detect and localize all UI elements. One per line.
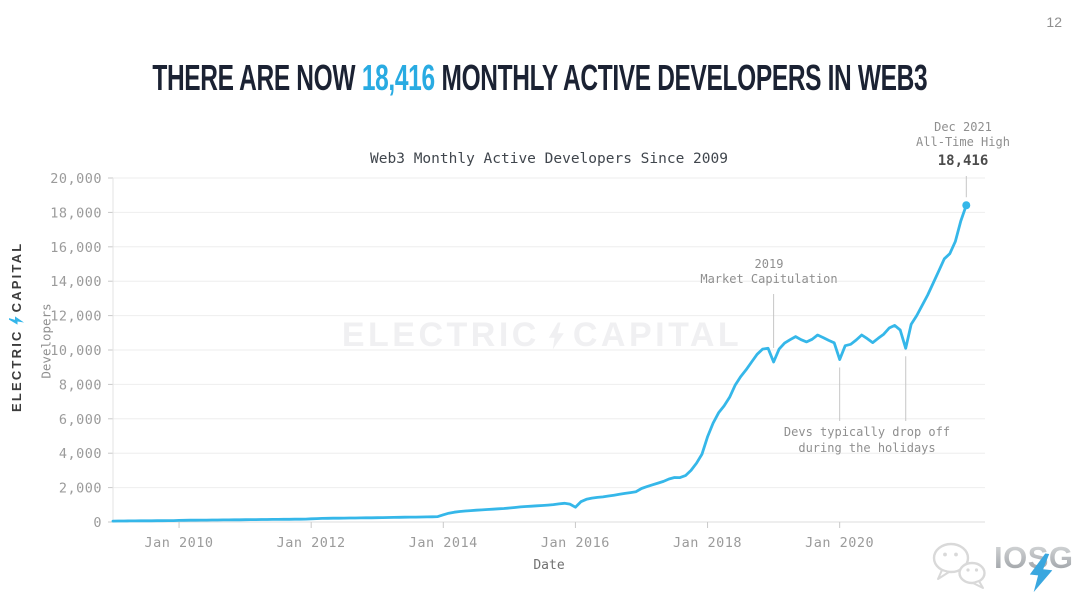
electric-capital-watermark: ELECTRIC CAPITAL — [342, 316, 742, 355]
electric-capital-vertical-brand: ELECTRIC CAPITAL — [9, 242, 24, 412]
headline-prefix: THERE ARE NOW — [152, 57, 356, 98]
headline-highlight-number: 18,416 — [362, 57, 435, 98]
y-tick-label: 16,000 — [50, 240, 102, 256]
annotation-text-line: All-Time High — [916, 135, 1010, 149]
annotation-text-line: Devs typically drop off — [783, 425, 951, 439]
headline-suffix: MONTHLY ACTIVE DEVELOPERS IN WEB3 — [441, 57, 928, 98]
latest-point-dot — [962, 201, 971, 210]
x-tick-label: Jan 2020 — [805, 535, 874, 551]
x-axis-title: Date — [533, 558, 565, 573]
headline-text: THERE ARE NOW 18,416 MONTHLY ACTIVE DEVE… — [153, 56, 928, 100]
annotation-text-line: Market Capitulation — [700, 272, 838, 286]
annotation-text-line: Dec 2021 — [934, 120, 992, 134]
y-tick-label: 2,000 — [59, 481, 102, 497]
headline: THERE ARE NOW 18,416 MONTHLY ACTIVE DEVE… — [0, 56, 1080, 100]
watermark-word-capital: CAPITAL — [572, 316, 743, 354]
x-tick-label: Jan 2016 — [541, 535, 610, 551]
y-tick-label: 4,000 — [59, 446, 102, 462]
annotation-value: 18,416 — [937, 153, 989, 169]
iosg-wordmark: IOSG — [994, 540, 1074, 575]
y-tick-label: 12,000 — [50, 309, 102, 325]
y-tick-label: 20,000 — [50, 171, 102, 187]
annotation-text-line: 2019 — [754, 257, 784, 271]
y-tick-label: 10,000 — [50, 343, 102, 359]
y-tick-label: 6,000 — [59, 412, 102, 428]
developer-count-line — [111, 203, 968, 523]
x-tick-label: Jan 2014 — [409, 535, 478, 551]
annotation-holiday-dropoff: Devs typically drop off during the holid… — [784, 424, 950, 456]
lightning-bolt-icon — [9, 316, 24, 326]
wechat-icon — [932, 542, 986, 589]
watermark-word-electric: ELECTRIC — [341, 316, 540, 354]
y-tick-label: 0 — [93, 515, 102, 531]
annotation-market-capitulation: 2019 Market Capitulation — [700, 257, 837, 287]
y-tick-label: 14,000 — [50, 274, 102, 290]
lightning-bolt-icon — [1029, 553, 1053, 593]
x-tick-label: Jan 2012 — [277, 535, 346, 551]
lightning-bolt-icon — [548, 322, 564, 349]
iosg-logo: IOSG — [930, 534, 1080, 600]
y-tick-label: 18,000 — [50, 205, 102, 221]
x-tick-label: Jan 2018 — [673, 535, 742, 551]
page-number: 12 — [1046, 14, 1062, 30]
y-tick-label: 8,000 — [59, 377, 102, 393]
x-tick-label: Jan 2010 — [145, 535, 214, 551]
annotation-text-line: during the holidays — [798, 441, 936, 455]
chart-title: Web3 Monthly Active Developers Since 200… — [370, 151, 728, 167]
annotation-all-time-high: Dec 2021 All-Time High 18,416 — [916, 120, 1010, 169]
